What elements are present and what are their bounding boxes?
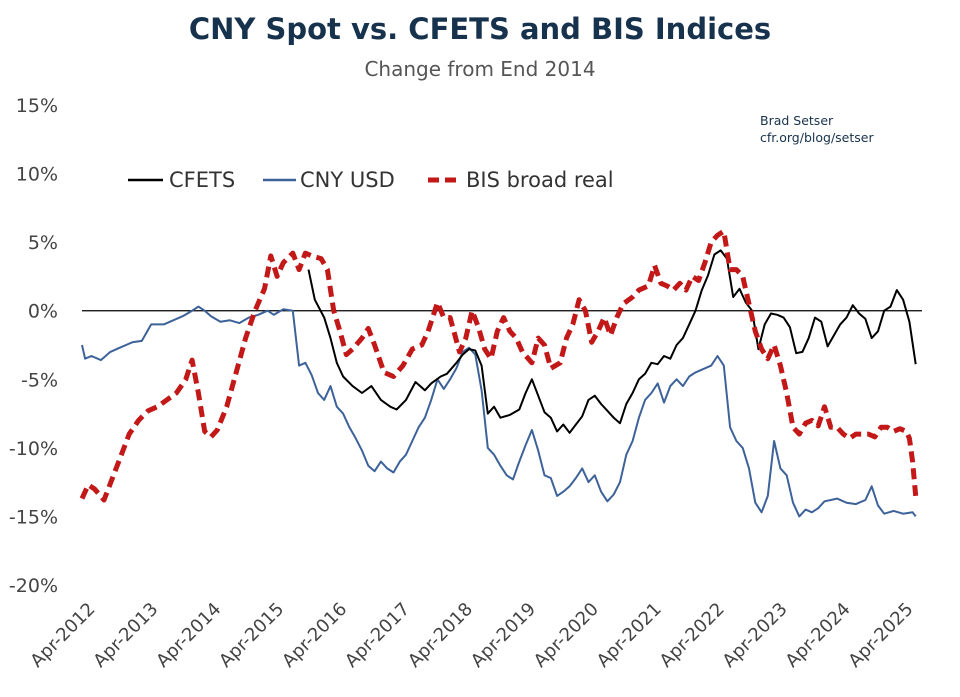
series-line-cny-usd — [81, 305, 917, 518]
x-tick-label: Apr-2016 — [278, 599, 351, 672]
legend-label-bis-broad-real: BIS broad real — [466, 168, 614, 192]
legend-label-cny-usd: CNY USD — [300, 168, 395, 192]
x-tick-label: Apr-2024 — [782, 599, 855, 672]
x-tick-label: Apr-2014 — [152, 599, 225, 672]
chart-title: CNY Spot vs. CFETS and BIS Indices — [188, 12, 772, 46]
x-tick-label: Apr-2017 — [341, 599, 414, 672]
x-tick-label: Apr-2015 — [215, 599, 288, 672]
x-tick-label: Apr-2022 — [656, 599, 729, 672]
y-tick-label: 0% — [28, 301, 58, 323]
y-tick-label: -5% — [21, 369, 58, 391]
y-tick-label: -15% — [9, 506, 58, 528]
legend-label-cfets: CFETS — [169, 168, 235, 192]
x-tick-label: Apr-2023 — [719, 599, 792, 672]
x-tick-label: Apr-2021 — [593, 599, 666, 672]
y-tick-label: -20% — [9, 575, 58, 597]
x-tick-label: Apr-2013 — [89, 599, 162, 672]
y-tick-label: 5% — [28, 232, 58, 254]
x-tick-label: Apr-2019 — [467, 599, 540, 672]
series-line-bis-broad-real — [79, 228, 919, 503]
source-author: Brad Setser — [760, 113, 834, 128]
y-tick-label: -10% — [9, 438, 58, 460]
source-url: cfr.org/blog/setser — [760, 130, 874, 145]
legend: CFETS CNY USD BIS broad real — [128, 168, 614, 192]
x-axis: Apr-2012Apr-2013Apr-2014Apr-2015Apr-2016… — [26, 599, 917, 672]
series-line-cfets — [307, 249, 917, 434]
chart-subtitle: Change from End 2014 — [364, 57, 596, 81]
source-note: Brad Setser cfr.org/blog/setser — [760, 112, 874, 146]
y-tick-label: 15% — [16, 95, 58, 117]
x-tick-label: Apr-2018 — [404, 599, 477, 672]
x-tick-label: Apr-2012 — [26, 599, 99, 672]
x-tick-label: Apr-2025 — [844, 599, 917, 672]
y-tick-label: 10% — [16, 164, 58, 186]
series-layer — [79, 228, 919, 518]
y-axis: 15% 10% 5% 0% -5% -10% -15% -20% — [9, 95, 58, 597]
x-tick-label: Apr-2020 — [530, 599, 603, 672]
